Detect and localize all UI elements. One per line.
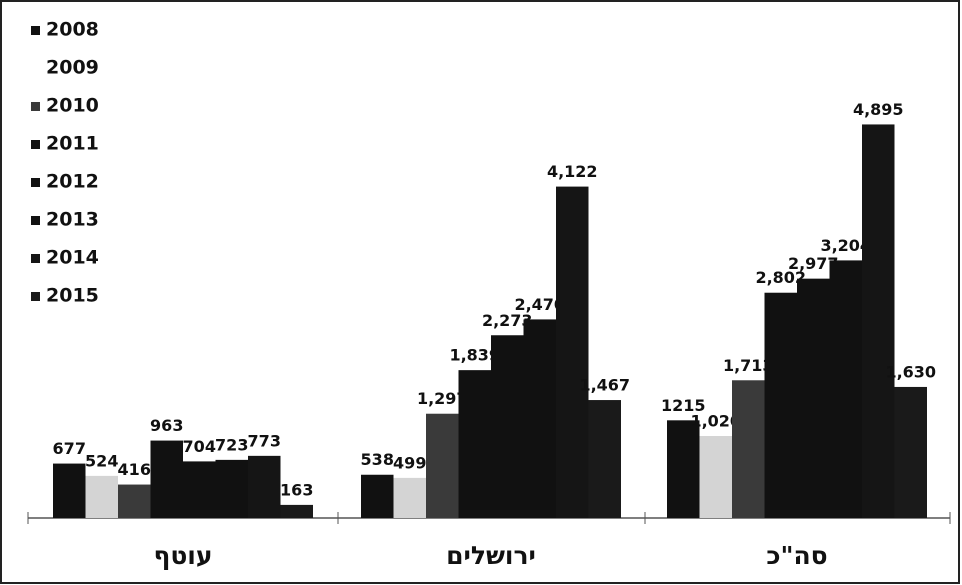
bar [53, 463, 86, 518]
bar [667, 420, 700, 518]
value-label: 963 [150, 416, 183, 435]
value-label: 163 [280, 480, 313, 499]
value-label: 773 [248, 431, 281, 450]
value-label: 416 [118, 460, 151, 479]
bar [183, 461, 216, 518]
bar [150, 440, 183, 518]
legend-swatch [31, 178, 40, 187]
legend-swatch [31, 140, 40, 149]
value-label: 1,020 [690, 411, 741, 430]
value-label: 2,273 [482, 311, 533, 330]
value-label: 2,470 [514, 295, 565, 314]
legend-swatch [31, 26, 40, 35]
legend-label: 2014 [46, 247, 99, 269]
value-label: 704 [183, 437, 216, 456]
value-label: 524 [85, 451, 118, 470]
value-label: 2,977 [788, 254, 839, 273]
legend-swatch [31, 254, 40, 263]
bar [393, 477, 426, 518]
bar [215, 459, 248, 518]
bar [85, 475, 118, 518]
bar [523, 319, 556, 518]
legend-swatch [31, 216, 40, 225]
value-label: 2,802 [755, 268, 806, 287]
bar [491, 335, 524, 518]
x-tick-label: עוטף [153, 541, 212, 570]
bar [426, 413, 459, 518]
legend-label: 2013 [46, 209, 99, 231]
legend-label: 2010 [46, 95, 99, 117]
bar [248, 455, 281, 518]
x-tick-label: סה"כ [766, 541, 827, 570]
value-label: 499 [393, 453, 426, 472]
bar [797, 278, 830, 518]
value-label: 1,297 [417, 389, 468, 408]
bar [118, 484, 151, 518]
value-label: 1,630 [885, 362, 936, 381]
value-label: 1,467 [579, 376, 630, 395]
bar [588, 400, 621, 518]
value-label: 1,713 [723, 356, 774, 375]
bar [361, 474, 394, 518]
value-label: 4,122 [547, 162, 598, 181]
legend-label: 2011 [46, 133, 99, 155]
bar [699, 435, 732, 518]
bar [458, 370, 491, 518]
x-tick-label: ירושלים [446, 541, 536, 570]
bar [556, 186, 589, 519]
value-label: 4,895 [853, 100, 904, 119]
legend-label: 2008 [46, 19, 99, 41]
legend-label: 2009 [46, 57, 99, 79]
value-label: 1,839 [449, 346, 500, 365]
legend-swatch [31, 292, 40, 301]
bar [732, 380, 765, 518]
value-label: 723 [215, 435, 248, 454]
bar [829, 260, 862, 518]
bar [764, 292, 797, 518]
bar [894, 386, 927, 518]
value-label: 538 [361, 450, 394, 469]
bar [280, 504, 313, 518]
value-label: 1215 [661, 396, 706, 415]
legend-swatch [31, 102, 40, 111]
bar [862, 124, 895, 518]
legend-label: 2015 [46, 285, 99, 307]
value-label: 3,204 [820, 236, 871, 255]
value-label: 677 [53, 439, 86, 458]
legend-label: 2012 [46, 171, 99, 193]
